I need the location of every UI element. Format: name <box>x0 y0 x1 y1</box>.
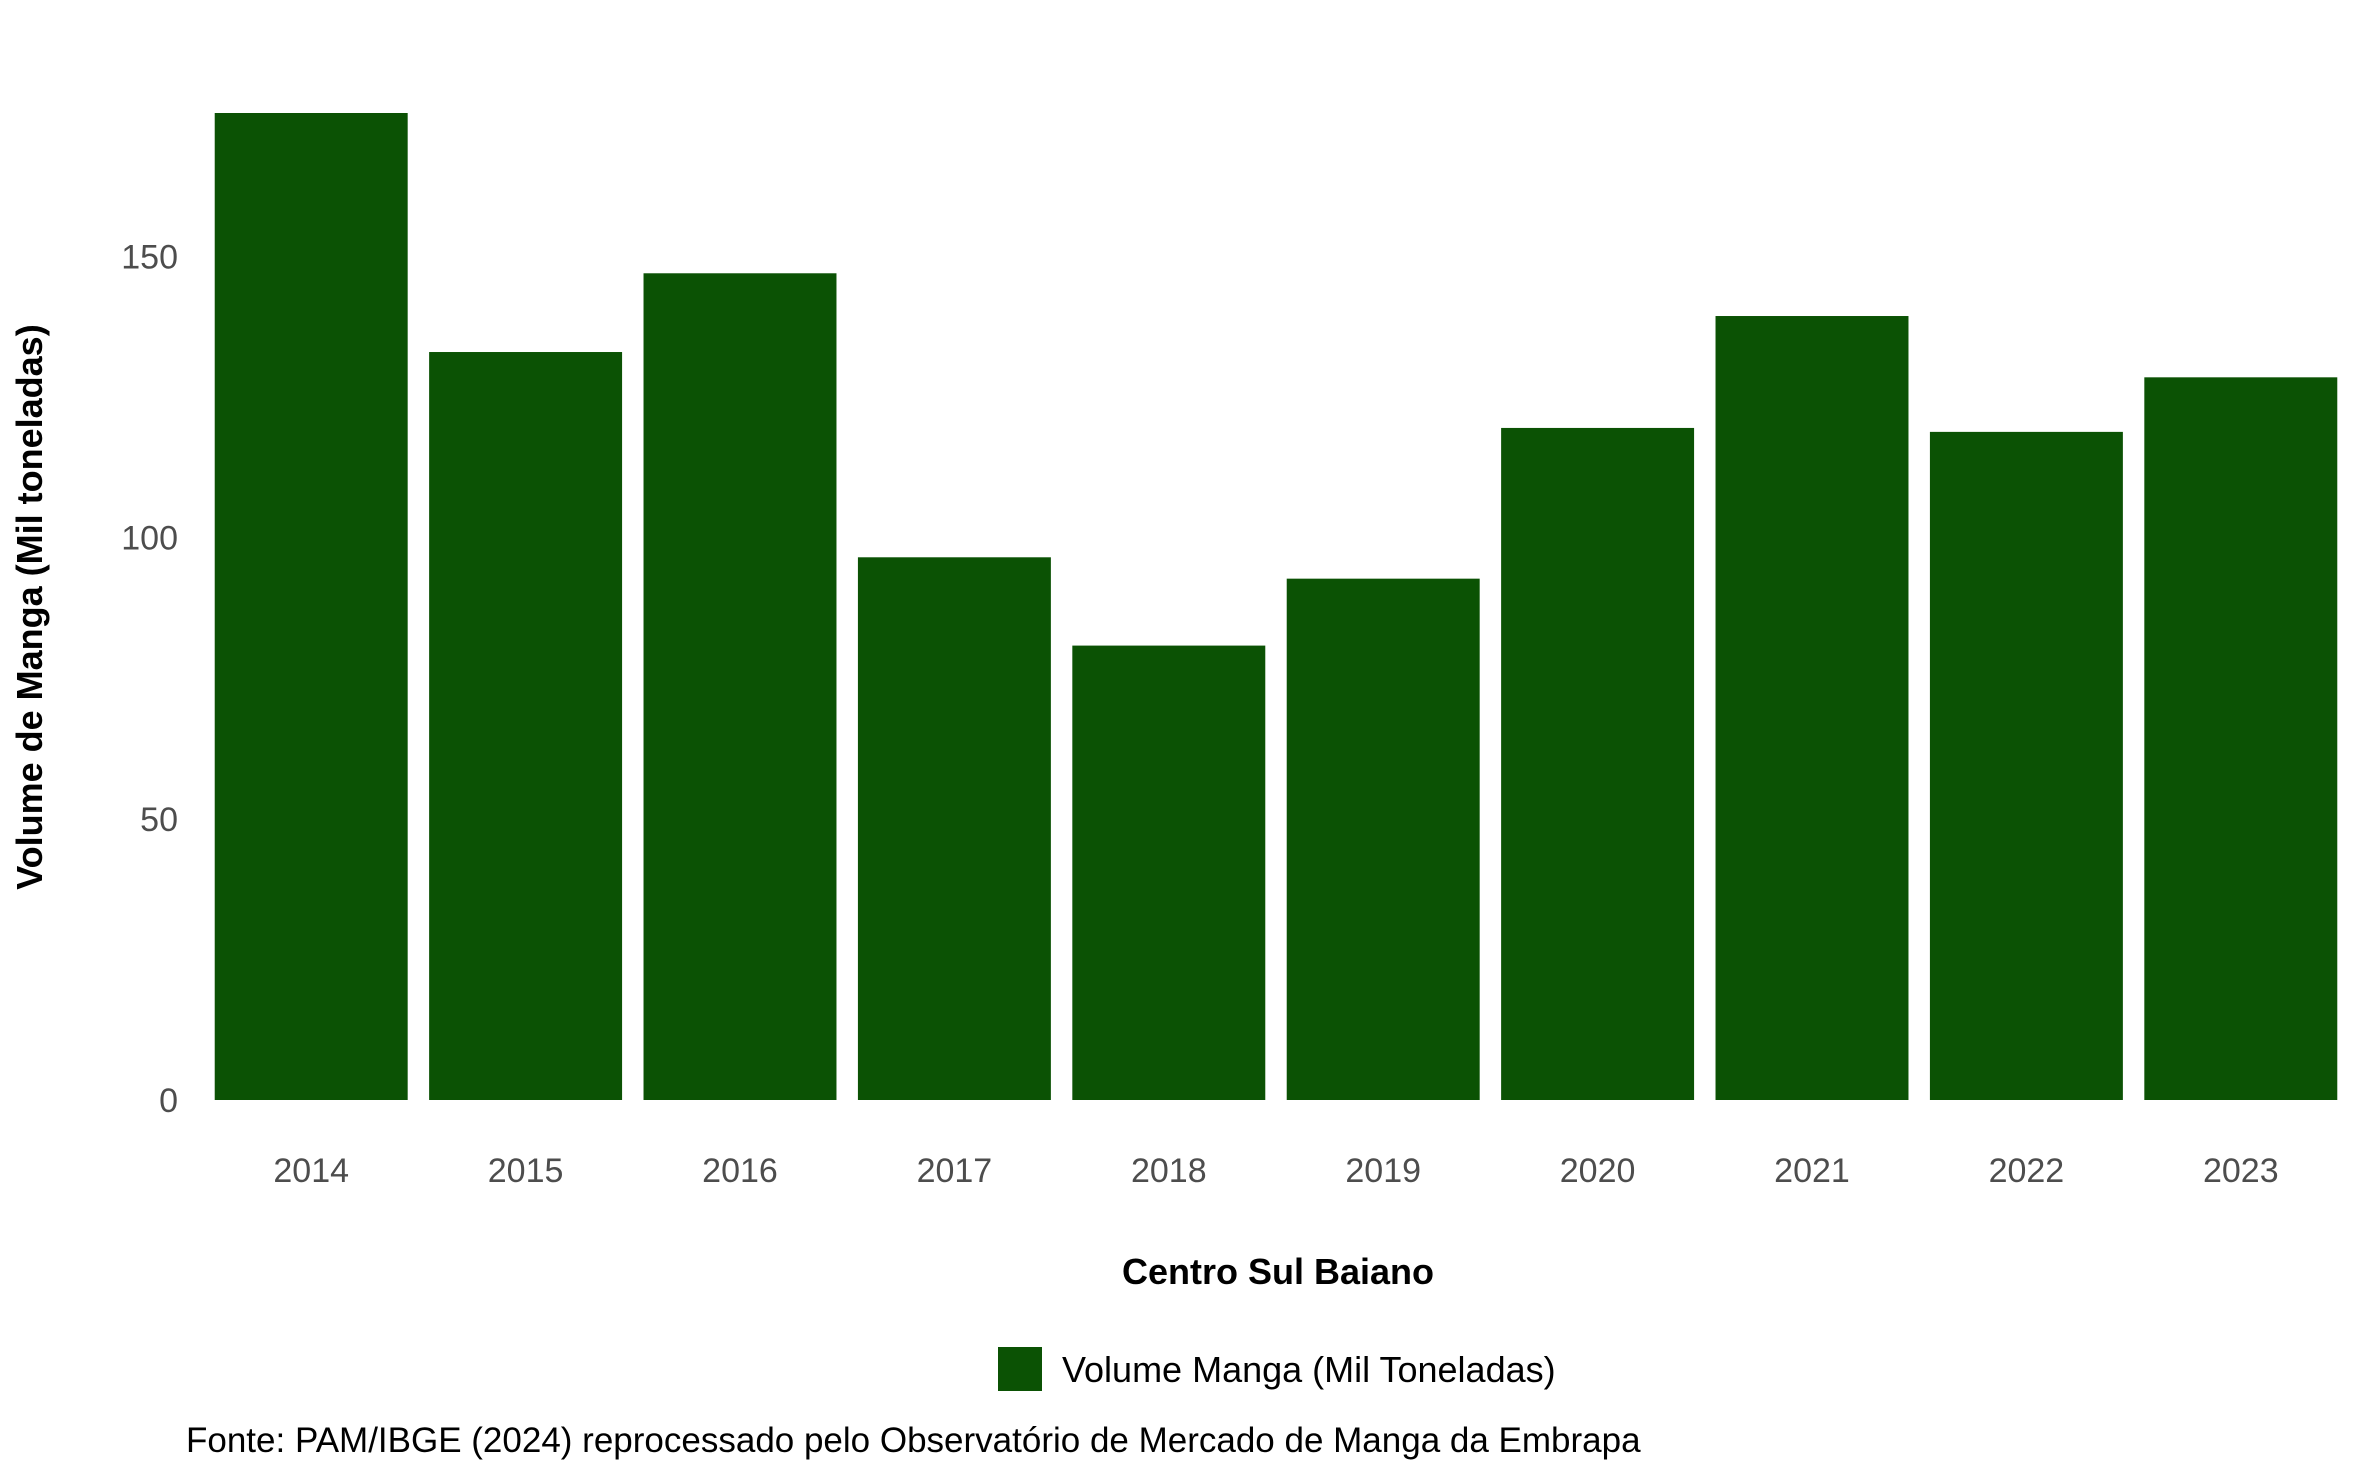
legend: Volume Manga (Mil Toneladas) <box>998 1347 1556 1391</box>
x-tick-label-2021: 2021 <box>1774 1152 1850 1190</box>
x-tick-label-2014: 2014 <box>273 1152 349 1190</box>
y-tick-label-50: 50 <box>140 801 178 839</box>
bar-2016 <box>643 273 837 1100</box>
x-tick-label-2022: 2022 <box>1989 1152 2065 1190</box>
bar-2020 <box>1501 427 1695 1100</box>
bar-2015 <box>429 352 623 1100</box>
y-tick-label-100: 100 <box>121 520 178 558</box>
bar-2021 <box>1715 316 1909 1100</box>
y-tick-label-150: 150 <box>121 238 178 276</box>
legend-label: Volume Manga (Mil Toneladas) <box>1062 1349 1556 1390</box>
x-tick-label-2023: 2023 <box>2203 1152 2279 1190</box>
bar-2017 <box>857 557 1051 1100</box>
bar-2014 <box>214 113 408 1100</box>
x-tick-label-2018: 2018 <box>1131 1152 1207 1190</box>
x-tick-label-2015: 2015 <box>488 1152 564 1190</box>
x-axis-ticks: 2014 2015 2016 2017 2018 2019 2020 2021 2022 2023 <box>273 1152 2278 1190</box>
bar-2023 <box>2144 377 2338 1100</box>
legend-swatch <box>998 1347 1042 1391</box>
bars-layer <box>214 113 2338 1100</box>
bar-2022 <box>1929 431 2123 1100</box>
y-tick-label-0: 0 <box>159 1082 178 1120</box>
x-tick-label-2019: 2019 <box>1345 1152 1421 1190</box>
x-tick-label-2017: 2017 <box>917 1152 993 1190</box>
y-axis-title: Volume de Manga (Mil toneladas) <box>9 324 50 889</box>
x-tick-label-2016: 2016 <box>702 1152 778 1190</box>
source-caption: Fonte: PAM/IBGE (2024) reprocessado pelo… <box>186 1421 1641 1460</box>
bar-2018 <box>1072 645 1266 1100</box>
x-tick-label-2020: 2020 <box>1560 1152 1636 1190</box>
bar-2019 <box>1286 578 1480 1100</box>
y-axis-ticks: 0 50 100 150 <box>121 238 178 1120</box>
x-axis-title: Centro Sul Baiano <box>1122 1251 1434 1292</box>
